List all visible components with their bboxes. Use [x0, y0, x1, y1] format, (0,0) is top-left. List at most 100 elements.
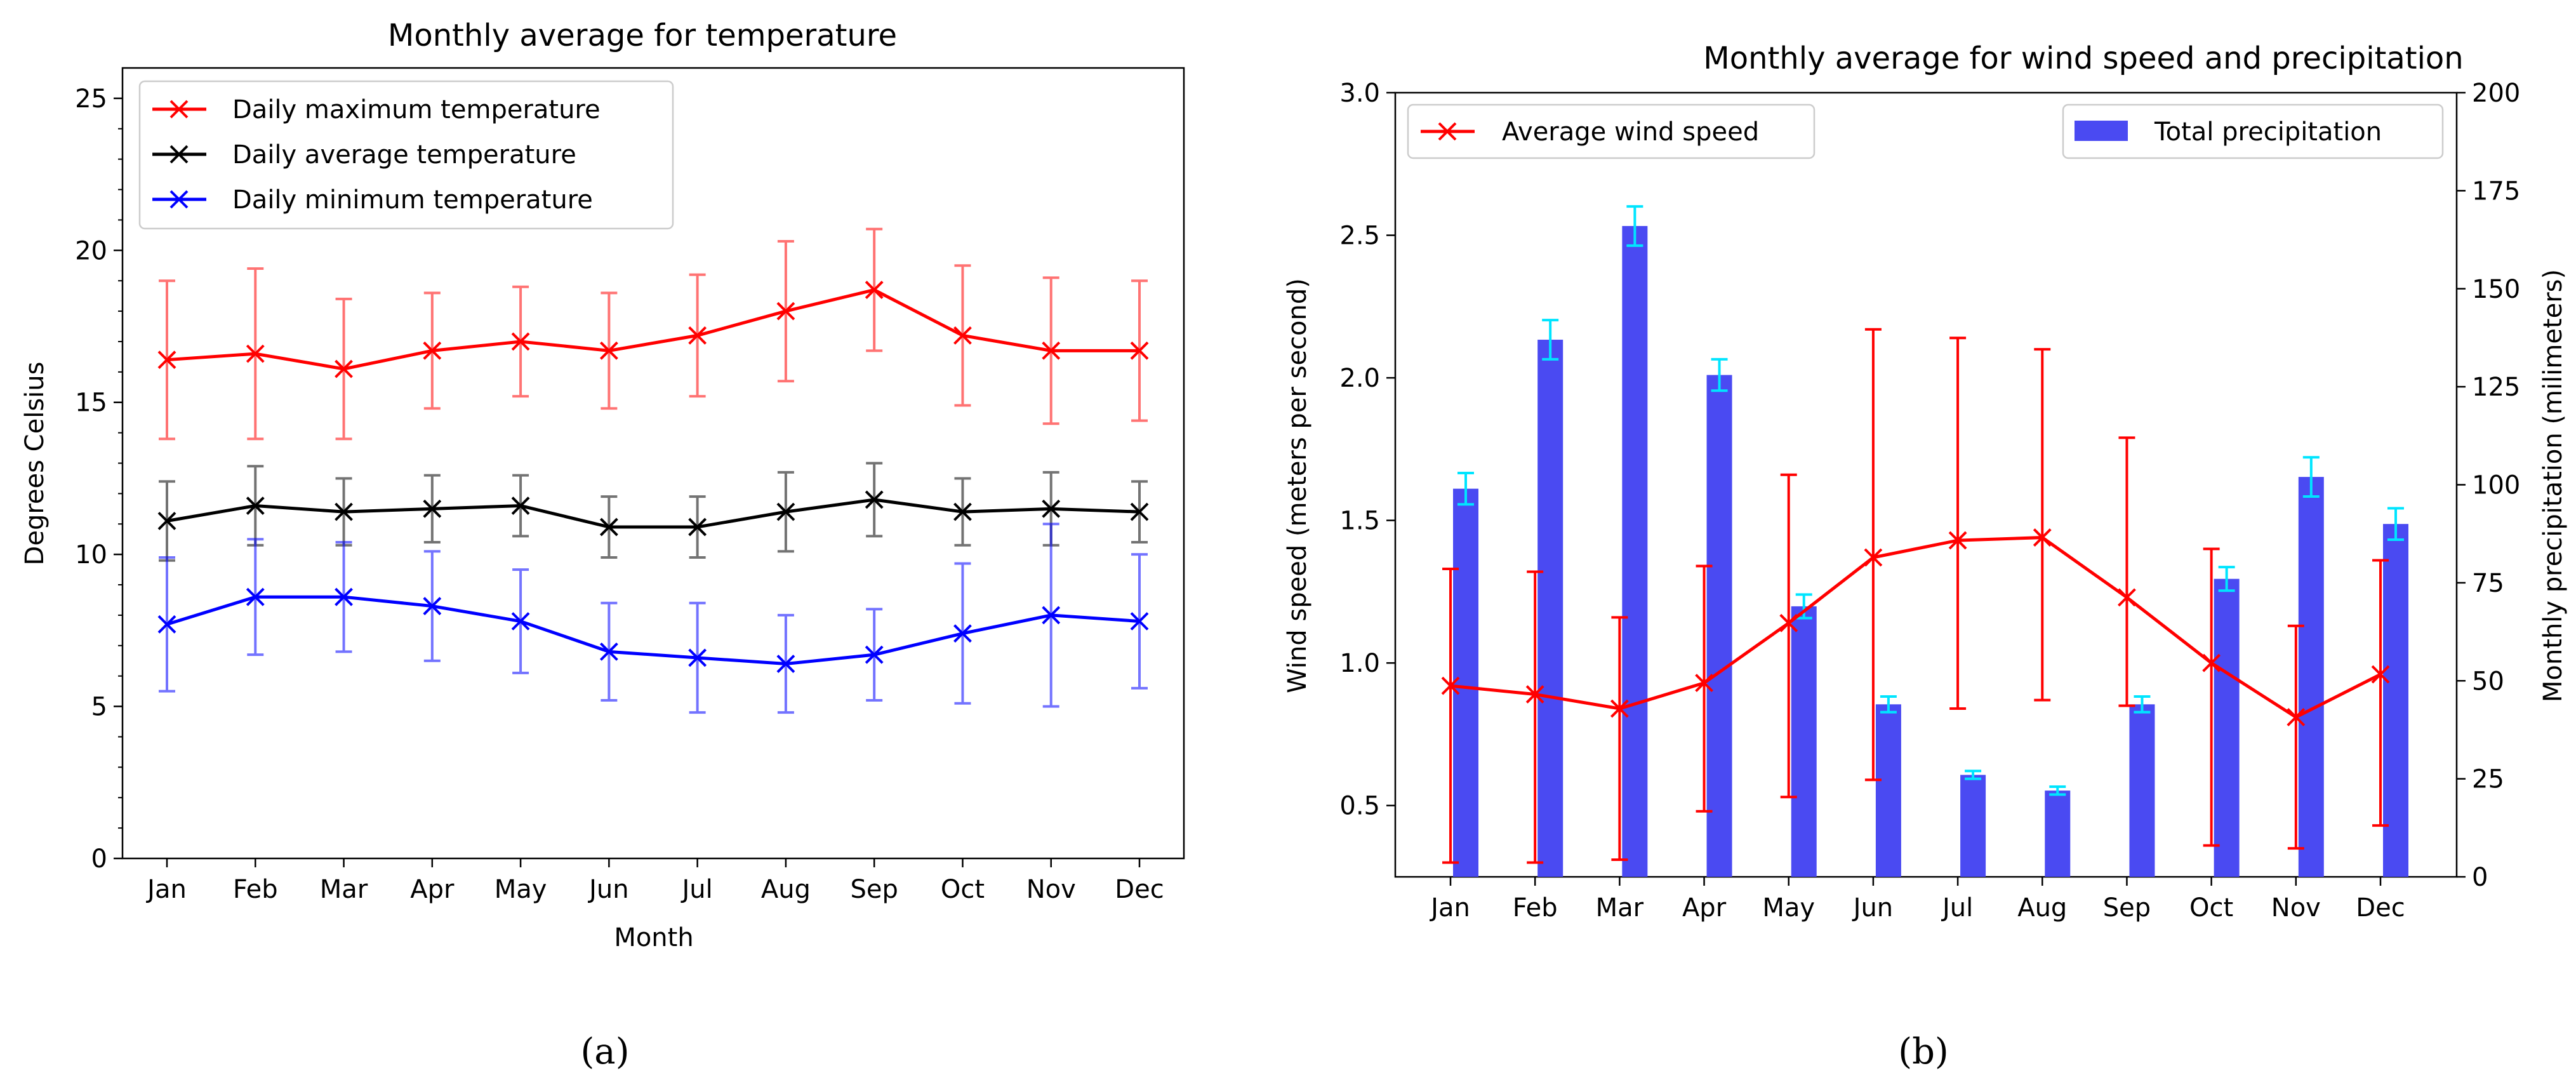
- chart-b-point: [1948, 531, 1967, 550]
- chart-b-line-errorbar: [2287, 624, 2304, 850]
- chart-a-xtick-label: Apr: [410, 875, 455, 904]
- chart-b-point: [1525, 685, 1544, 704]
- chart-b-ytick-right-label: 200: [2472, 79, 2520, 108]
- chart-b-ytick-left-label: 1.0: [1339, 649, 1380, 678]
- chart-a-xlabel: Month: [614, 923, 693, 952]
- chart-b-bar-errorbar: [2049, 785, 2066, 796]
- chart-a-point: [423, 341, 442, 360]
- chart-a-point: [688, 648, 707, 667]
- chart-a-xtick-label: Mar: [320, 875, 368, 904]
- chart-b-bar: [1960, 775, 1986, 877]
- chart-b-bar-errorbar: [2134, 695, 2151, 714]
- chart-b-bar-errorbar: [1965, 770, 1982, 780]
- chart-b-ylabel-left: Wind speed (meters per second): [1283, 278, 1312, 693]
- chart-a-point: [1042, 341, 1061, 360]
- chart-a-point: [246, 497, 265, 515]
- chart-a-point: [776, 655, 795, 673]
- chart-a-point: [865, 281, 884, 299]
- chart-a-xtick-label: Sep: [850, 875, 898, 904]
- chart-b-bar-errorbar: [1542, 319, 1559, 361]
- chart-b-point: [2033, 528, 2052, 547]
- chart-a-x-axis: Jan Feb Mar Apr May Jun Jul Aug Sep Oct Nov Dec: [145, 858, 1164, 904]
- chart-b: Monthly average for wind speed and preci…: [1283, 41, 2568, 1072]
- chart-a-point: [1130, 341, 1149, 360]
- chart-a-legend-box: [138, 80, 674, 230]
- chart-a-point: [423, 499, 442, 518]
- chart-a-point: [865, 645, 884, 664]
- chart-b-ytick-right-label: 75: [2472, 569, 2504, 598]
- chart-b-legend-bars-swatch: [2075, 121, 2128, 141]
- chart-a-series-line: [166, 595, 1140, 666]
- chart-b-ylabel-right: Monthly precipitation (milimeters): [2539, 269, 2568, 702]
- chart-a-point: [511, 332, 530, 351]
- chart-b-line-errorbar: [1527, 570, 1544, 864]
- chart-a-point: [157, 615, 176, 634]
- chart-a-point: [865, 490, 884, 509]
- chart-b-point: [2202, 653, 2221, 672]
- chart-b-ytick-right-label: 175: [2472, 177, 2520, 206]
- chart-b-y-axis-left: 0.5 1.0 1.5 2.0 2.5 3.0: [1339, 79, 1395, 821]
- chart-b-legend-line-label: Average wind speed: [1502, 117, 1759, 147]
- chart-b-ytick-right-label: 25: [2472, 765, 2504, 794]
- chart-b-ytick-right-label: 50: [2472, 667, 2504, 696]
- chart-b-bar-errorbar: [2387, 507, 2404, 541]
- chart-b-bar-errorbar: [1795, 593, 1812, 620]
- chart-a-y-axis: 0 5 10 15 20 25: [75, 84, 123, 874]
- chart-b-bar-errorbar: [2218, 566, 2235, 592]
- chart-a-point: [953, 502, 972, 521]
- chart-a-point: [511, 497, 530, 515]
- chart-b-xtick-label: Aug: [2017, 893, 2067, 923]
- chart-b-line-errorbar: [2372, 559, 2389, 827]
- chart-a-ytick-label: 25: [75, 84, 107, 114]
- chart-b-caption: (b): [1898, 1031, 1949, 1072]
- chart-b-xtick-label: May: [1762, 893, 1815, 923]
- chart-b-x-axis: Jan Feb Mar Apr May Jun Jul Aug Sep Oct Nov Dec: [1429, 877, 2405, 923]
- chart-b-line-errorbar: [1780, 473, 1797, 799]
- chart-b-bar: [2298, 477, 2324, 877]
- chart-a-point: [423, 597, 442, 615]
- chart-a-point: [688, 517, 707, 537]
- chart-a-ytick-label: 5: [91, 693, 107, 722]
- chart-b-ytick-left-label: 0.5: [1339, 792, 1380, 821]
- chart-a-xtick-label: May: [495, 875, 547, 904]
- chart-a-xtick-label: Feb: [233, 875, 278, 904]
- chart-b-ytick-right-label: 150: [2472, 275, 2520, 304]
- chart-a-title: Monthly average for temperature: [388, 18, 897, 53]
- chart-b-xtick-label: Apr: [1682, 893, 1727, 923]
- chart-b-point: [2371, 665, 2390, 684]
- chart-b-xtick-label: Mar: [1596, 893, 1644, 923]
- chart-b-line: [1441, 328, 2390, 864]
- chart-b-point: [1695, 674, 1713, 693]
- chart-b-ytick-right-label: 100: [2472, 471, 2520, 500]
- chart-b-bar: [1791, 606, 1817, 877]
- chart-b-legend-line: Average wind speed: [1407, 103, 1816, 159]
- chart-b-point: [2287, 708, 2306, 726]
- chart-a: Monthly average for temperature 0 5 10 15 20…: [20, 18, 1185, 1072]
- chart-a-series: [157, 227, 1149, 714]
- chart-b-point: [1610, 699, 1629, 718]
- chart-a-point: [599, 341, 618, 360]
- chart-a-legend: Daily maximum temperature Daily average t…: [138, 80, 674, 230]
- chart-a-point: [1042, 499, 1061, 518]
- chart-b-ytick-left-label: 3.0: [1339, 79, 1380, 108]
- chart-a-legend-marker: [169, 100, 189, 119]
- chart-b-bar: [2129, 704, 2155, 877]
- chart-a-ytick-label: 10: [75, 540, 107, 570]
- chart-a-ytick-label: 20: [75, 236, 107, 265]
- chart-b-ytick-left-label: 2.0: [1339, 364, 1380, 393]
- chart-a-point: [1042, 606, 1061, 625]
- chart-b-point: [1864, 548, 1883, 567]
- chart-a-ytick-label: 0: [91, 844, 107, 874]
- chart-a-series-line: [166, 498, 1140, 529]
- chart-a-xtick-label: Oct: [941, 875, 985, 904]
- chart-b-line-errorbar: [2034, 348, 2051, 702]
- chart-b-legend-bars: Total precipitation: [2062, 103, 2444, 159]
- chart-a-point: [599, 517, 618, 537]
- chart-b-y-axis-right: 0 25 50 75 100 125 150 175 200: [2457, 79, 2520, 892]
- chart-b-bar: [2383, 524, 2408, 877]
- chart-a-xtick-label: Dec: [1115, 875, 1164, 904]
- chart-b-legend-bars-label: Total precipitation: [2154, 117, 2382, 147]
- chart-a-point: [335, 502, 353, 521]
- chart-a-point: [776, 302, 795, 321]
